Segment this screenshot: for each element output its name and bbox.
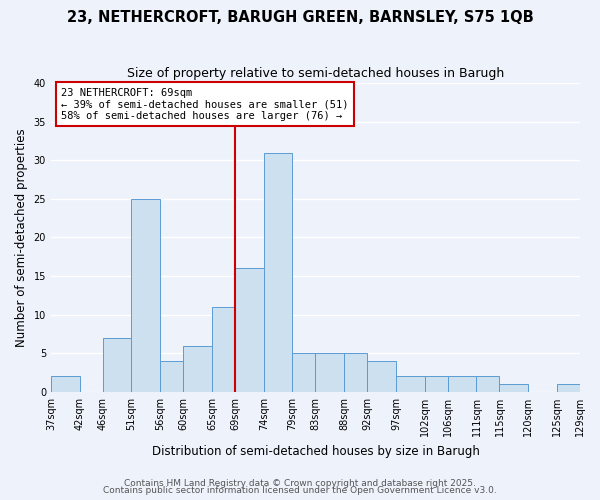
Bar: [316, 354, 344, 392]
Bar: [51, 376, 80, 392]
Bar: [103, 338, 131, 392]
Bar: [557, 384, 580, 392]
Y-axis label: Number of semi-detached properties: Number of semi-detached properties: [15, 128, 28, 347]
Bar: [212, 307, 235, 392]
Bar: [425, 376, 448, 392]
Text: Contains public sector information licensed under the Open Government Licence v3: Contains public sector information licen…: [103, 486, 497, 495]
Bar: [160, 361, 183, 392]
Bar: [264, 152, 292, 392]
Bar: [396, 376, 425, 392]
Text: 23, NETHERCROFT, BARUGH GREEN, BARNSLEY, S75 1QB: 23, NETHERCROFT, BARUGH GREEN, BARNSLEY,…: [67, 10, 533, 25]
Bar: [235, 268, 264, 392]
X-axis label: Distribution of semi-detached houses by size in Barugh: Distribution of semi-detached houses by …: [152, 444, 479, 458]
Bar: [344, 354, 367, 392]
Text: Contains HM Land Registry data © Crown copyright and database right 2025.: Contains HM Land Registry data © Crown c…: [124, 478, 476, 488]
Bar: [367, 361, 396, 392]
Text: 23 NETHERCROFT: 69sqm
← 39% of semi-detached houses are smaller (51)
58% of semi: 23 NETHERCROFT: 69sqm ← 39% of semi-deta…: [61, 88, 349, 121]
Bar: [292, 354, 316, 392]
Title: Size of property relative to semi-detached houses in Barugh: Size of property relative to semi-detach…: [127, 68, 504, 80]
Bar: [476, 376, 499, 392]
Bar: [499, 384, 528, 392]
Bar: [183, 346, 212, 392]
Bar: [448, 376, 476, 392]
Bar: [131, 199, 160, 392]
